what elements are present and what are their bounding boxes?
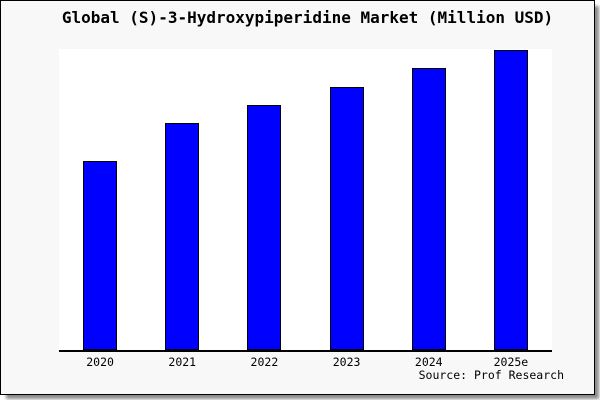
bar-2021 [165, 123, 199, 350]
bar-2025e [494, 50, 528, 350]
x-tick-label-2023: 2023 [332, 355, 361, 369]
x-axis-labels: 2020 2021 2022 2023 2024 2025e [59, 355, 552, 369]
bar-2020 [83, 161, 117, 350]
x-tick-label-2025e: 2025e [493, 355, 529, 369]
x-tick-label-2021: 2021 [168, 355, 197, 369]
source-label: Source: Prof Research [418, 368, 564, 382]
chart-title: Global (S)-3-Hydroxypiperidine Market (M… [61, 8, 554, 27]
plot-area [59, 49, 552, 352]
bar-2022 [247, 105, 281, 350]
chart-frame: Global (S)-3-Hydroxypiperidine Market (M… [0, 0, 595, 395]
bar-2023 [330, 87, 364, 350]
x-tick-label-2024: 2024 [414, 355, 443, 369]
bar-2024 [412, 68, 446, 350]
x-tick-label-2022: 2022 [250, 355, 279, 369]
x-tick-label-2020: 2020 [86, 355, 114, 369]
